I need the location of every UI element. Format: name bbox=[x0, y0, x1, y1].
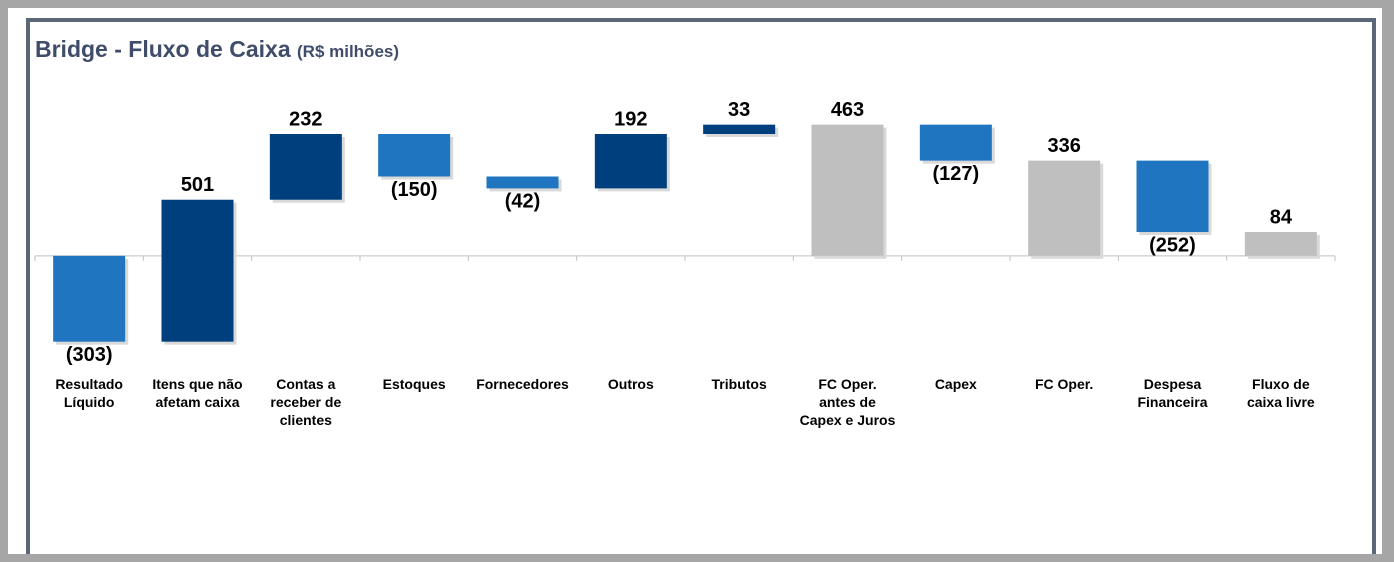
bar bbox=[703, 124, 776, 134]
bar bbox=[486, 176, 559, 189]
x-tick-label: Capex bbox=[934, 376, 977, 392]
chart-border bbox=[26, 18, 1376, 554]
x-tick-label: FC Oper. bbox=[1034, 376, 1094, 392]
data-label: (303) bbox=[66, 344, 113, 366]
data-label: 336 bbox=[1047, 135, 1080, 157]
x-tick-label: Itens que não afetam caixa bbox=[152, 376, 243, 410]
x-tick-label: Resultado Líquido bbox=[55, 376, 123, 410]
x-tick-label: FC Oper. antes de Capex e Juros bbox=[799, 376, 896, 428]
data-label: 84 bbox=[1270, 206, 1293, 228]
data-label: 463 bbox=[831, 99, 864, 121]
data-label: (42) bbox=[505, 191, 541, 213]
bar bbox=[1244, 232, 1317, 256]
data-label: (252) bbox=[1149, 234, 1196, 256]
bar bbox=[378, 134, 451, 177]
bar bbox=[269, 134, 342, 200]
bar bbox=[919, 124, 992, 161]
data-label: 501 bbox=[181, 174, 214, 196]
data-label: 232 bbox=[289, 108, 322, 130]
data-label: 33 bbox=[728, 99, 750, 121]
chart-title-block: Bridge - Fluxo de Caixa (R$ milhões) bbox=[35, 36, 399, 63]
x-tick-label: Tributos bbox=[711, 376, 767, 392]
x-tick-label: Fornecedores bbox=[476, 376, 569, 392]
bar bbox=[1136, 160, 1209, 233]
chart-title: Bridge - Fluxo de Caixa bbox=[35, 36, 291, 62]
bar bbox=[161, 199, 234, 342]
x-tick-label: Outros bbox=[607, 376, 654, 392]
x-tick-label: Fluxo de caixa livre bbox=[1246, 376, 1315, 410]
data-label: (150) bbox=[391, 179, 438, 201]
data-label: (127) bbox=[932, 163, 979, 185]
bar bbox=[1028, 160, 1101, 256]
bar bbox=[594, 134, 667, 189]
x-tick-label: Contas a receber de clientes bbox=[270, 376, 342, 428]
x-tick-label: Despesa Financeira bbox=[1137, 376, 1208, 410]
bar bbox=[53, 255, 126, 342]
bar bbox=[811, 124, 884, 256]
frame bbox=[8, 8, 1382, 554]
chart-subtitle: (R$ milhões) bbox=[297, 42, 400, 61]
x-tick-label: Estoques bbox=[382, 376, 446, 392]
data-label: 192 bbox=[614, 108, 647, 130]
